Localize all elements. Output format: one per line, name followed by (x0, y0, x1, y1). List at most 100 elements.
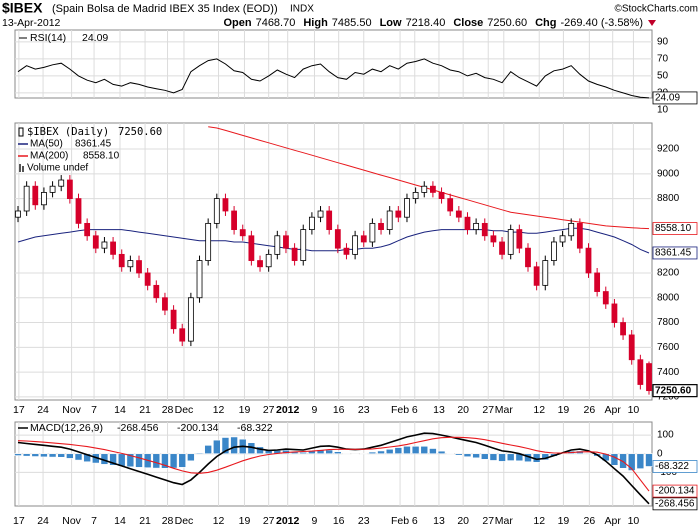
x-tick-label: 28 (162, 404, 174, 416)
histogram-bar (377, 450, 385, 455)
candle-body (620, 322, 626, 336)
x-tick-label: 26 (584, 404, 596, 416)
candle-body (646, 363, 652, 392)
x-tick-label: 24 (37, 515, 49, 527)
x-tick-label: 2012 (276, 404, 300, 416)
histogram-bar (351, 453, 359, 455)
x-tick-label: 10 (628, 404, 640, 416)
value-box-label: 7250.60 (655, 385, 692, 396)
quote-label: Close (453, 17, 483, 29)
y-tick-label: 10 (657, 105, 669, 116)
candle-body (170, 309, 177, 330)
candle-body (300, 229, 307, 261)
histogram-bar (57, 453, 66, 458)
legend-icon (19, 164, 21, 172)
histogram-bar (66, 453, 74, 459)
date: 13-Apr-2012 (2, 17, 61, 29)
candle-body (369, 222, 376, 243)
legend-name: MA(50) (30, 139, 63, 150)
histogram-bar (221, 437, 230, 455)
candle-body (352, 235, 359, 255)
candle-body (421, 185, 428, 193)
quote-value: 7218.40 (406, 17, 446, 29)
candle-body (637, 359, 644, 385)
histogram-bar (489, 453, 498, 461)
value-box-label: 8558.10 (655, 223, 692, 234)
x-tick-label: 16 (333, 404, 345, 416)
value-box-label: 8361.45 (655, 248, 692, 259)
histogram-bar (161, 453, 169, 469)
histogram-bar (299, 451, 308, 455)
histogram-bar (126, 453, 135, 468)
line (17, 436, 650, 492)
candle-body (66, 179, 73, 200)
x-tick-label: Apr (605, 515, 622, 527)
candle-body (231, 210, 237, 230)
candle-body (455, 210, 462, 218)
candle-body (611, 303, 618, 323)
x-tick-label: 12 (533, 404, 545, 416)
legend-value: -268.456 (117, 422, 159, 434)
quote-label: Low (380, 17, 402, 29)
y-tick-label: 7800 (657, 317, 680, 328)
x-tick-label: 28 (162, 515, 174, 527)
symbol: $IBEX (2, 0, 43, 16)
histogram-bar (368, 451, 377, 455)
value-box-label: -68.322 (655, 461, 689, 472)
histogram-bar (411, 445, 420, 455)
legend-title: RSI(14) (30, 32, 66, 44)
value-box (652, 91, 698, 105)
quote-label: Open (223, 17, 251, 29)
quote-label: Chg (535, 17, 556, 29)
histogram-bar (455, 453, 463, 456)
candle-body (533, 266, 540, 286)
histogram-bar (498, 453, 506, 462)
value-box (652, 384, 698, 398)
legend-value: 8558.10 (83, 151, 120, 162)
candle-body (576, 222, 583, 249)
x-tick-label: 27 (263, 404, 275, 416)
value-box (652, 484, 698, 498)
x-tick-label: 9 (312, 515, 318, 527)
candle-body (153, 284, 160, 299)
line (17, 432, 650, 505)
candle-body (92, 235, 99, 249)
candle-body (84, 222, 91, 237)
x-tick-label: 6 (412, 515, 418, 527)
legend-title: MACD(12,26,9) (30, 422, 103, 434)
candle-body (473, 222, 480, 230)
histogram-bar (610, 453, 619, 466)
candle-body (602, 291, 609, 305)
histogram-bar (584, 452, 593, 455)
legend-value: -200.134 (177, 422, 219, 434)
candle-body (490, 235, 497, 243)
histogram-bar (14, 453, 22, 456)
histogram-bar (187, 453, 195, 462)
index-name: (Spain Bolsa de Madrid IBEX 35 Index (EO… (52, 3, 278, 15)
x-tick-label: 7 (91, 515, 97, 527)
candle-body (265, 253, 272, 268)
histogram-bar (31, 453, 40, 457)
x-tick-label: 16 (333, 515, 345, 527)
x-tick-label: 21 (139, 515, 151, 527)
histogram-bar (40, 453, 48, 458)
x-tick-label: 27 (482, 404, 494, 416)
candle-body (334, 229, 341, 249)
histogram-bar (394, 447, 403, 455)
histogram-bar (74, 453, 83, 461)
candle-body (343, 247, 350, 255)
x-tick-label: Mar (495, 404, 514, 416)
y-tick-label: 90 (657, 37, 669, 48)
histogram-bar (403, 445, 411, 455)
legend-value: -68.322 (237, 422, 273, 434)
candle-body (32, 185, 39, 206)
histogram-bar (472, 453, 480, 459)
histogram-bar (48, 453, 57, 458)
x-tick-label: 17 (13, 515, 25, 527)
line (17, 227, 650, 254)
histogram-bar (135, 453, 143, 468)
price-panel (14, 122, 653, 401)
y-tick-label: 8200 (657, 268, 680, 279)
down-arrow (648, 20, 656, 26)
